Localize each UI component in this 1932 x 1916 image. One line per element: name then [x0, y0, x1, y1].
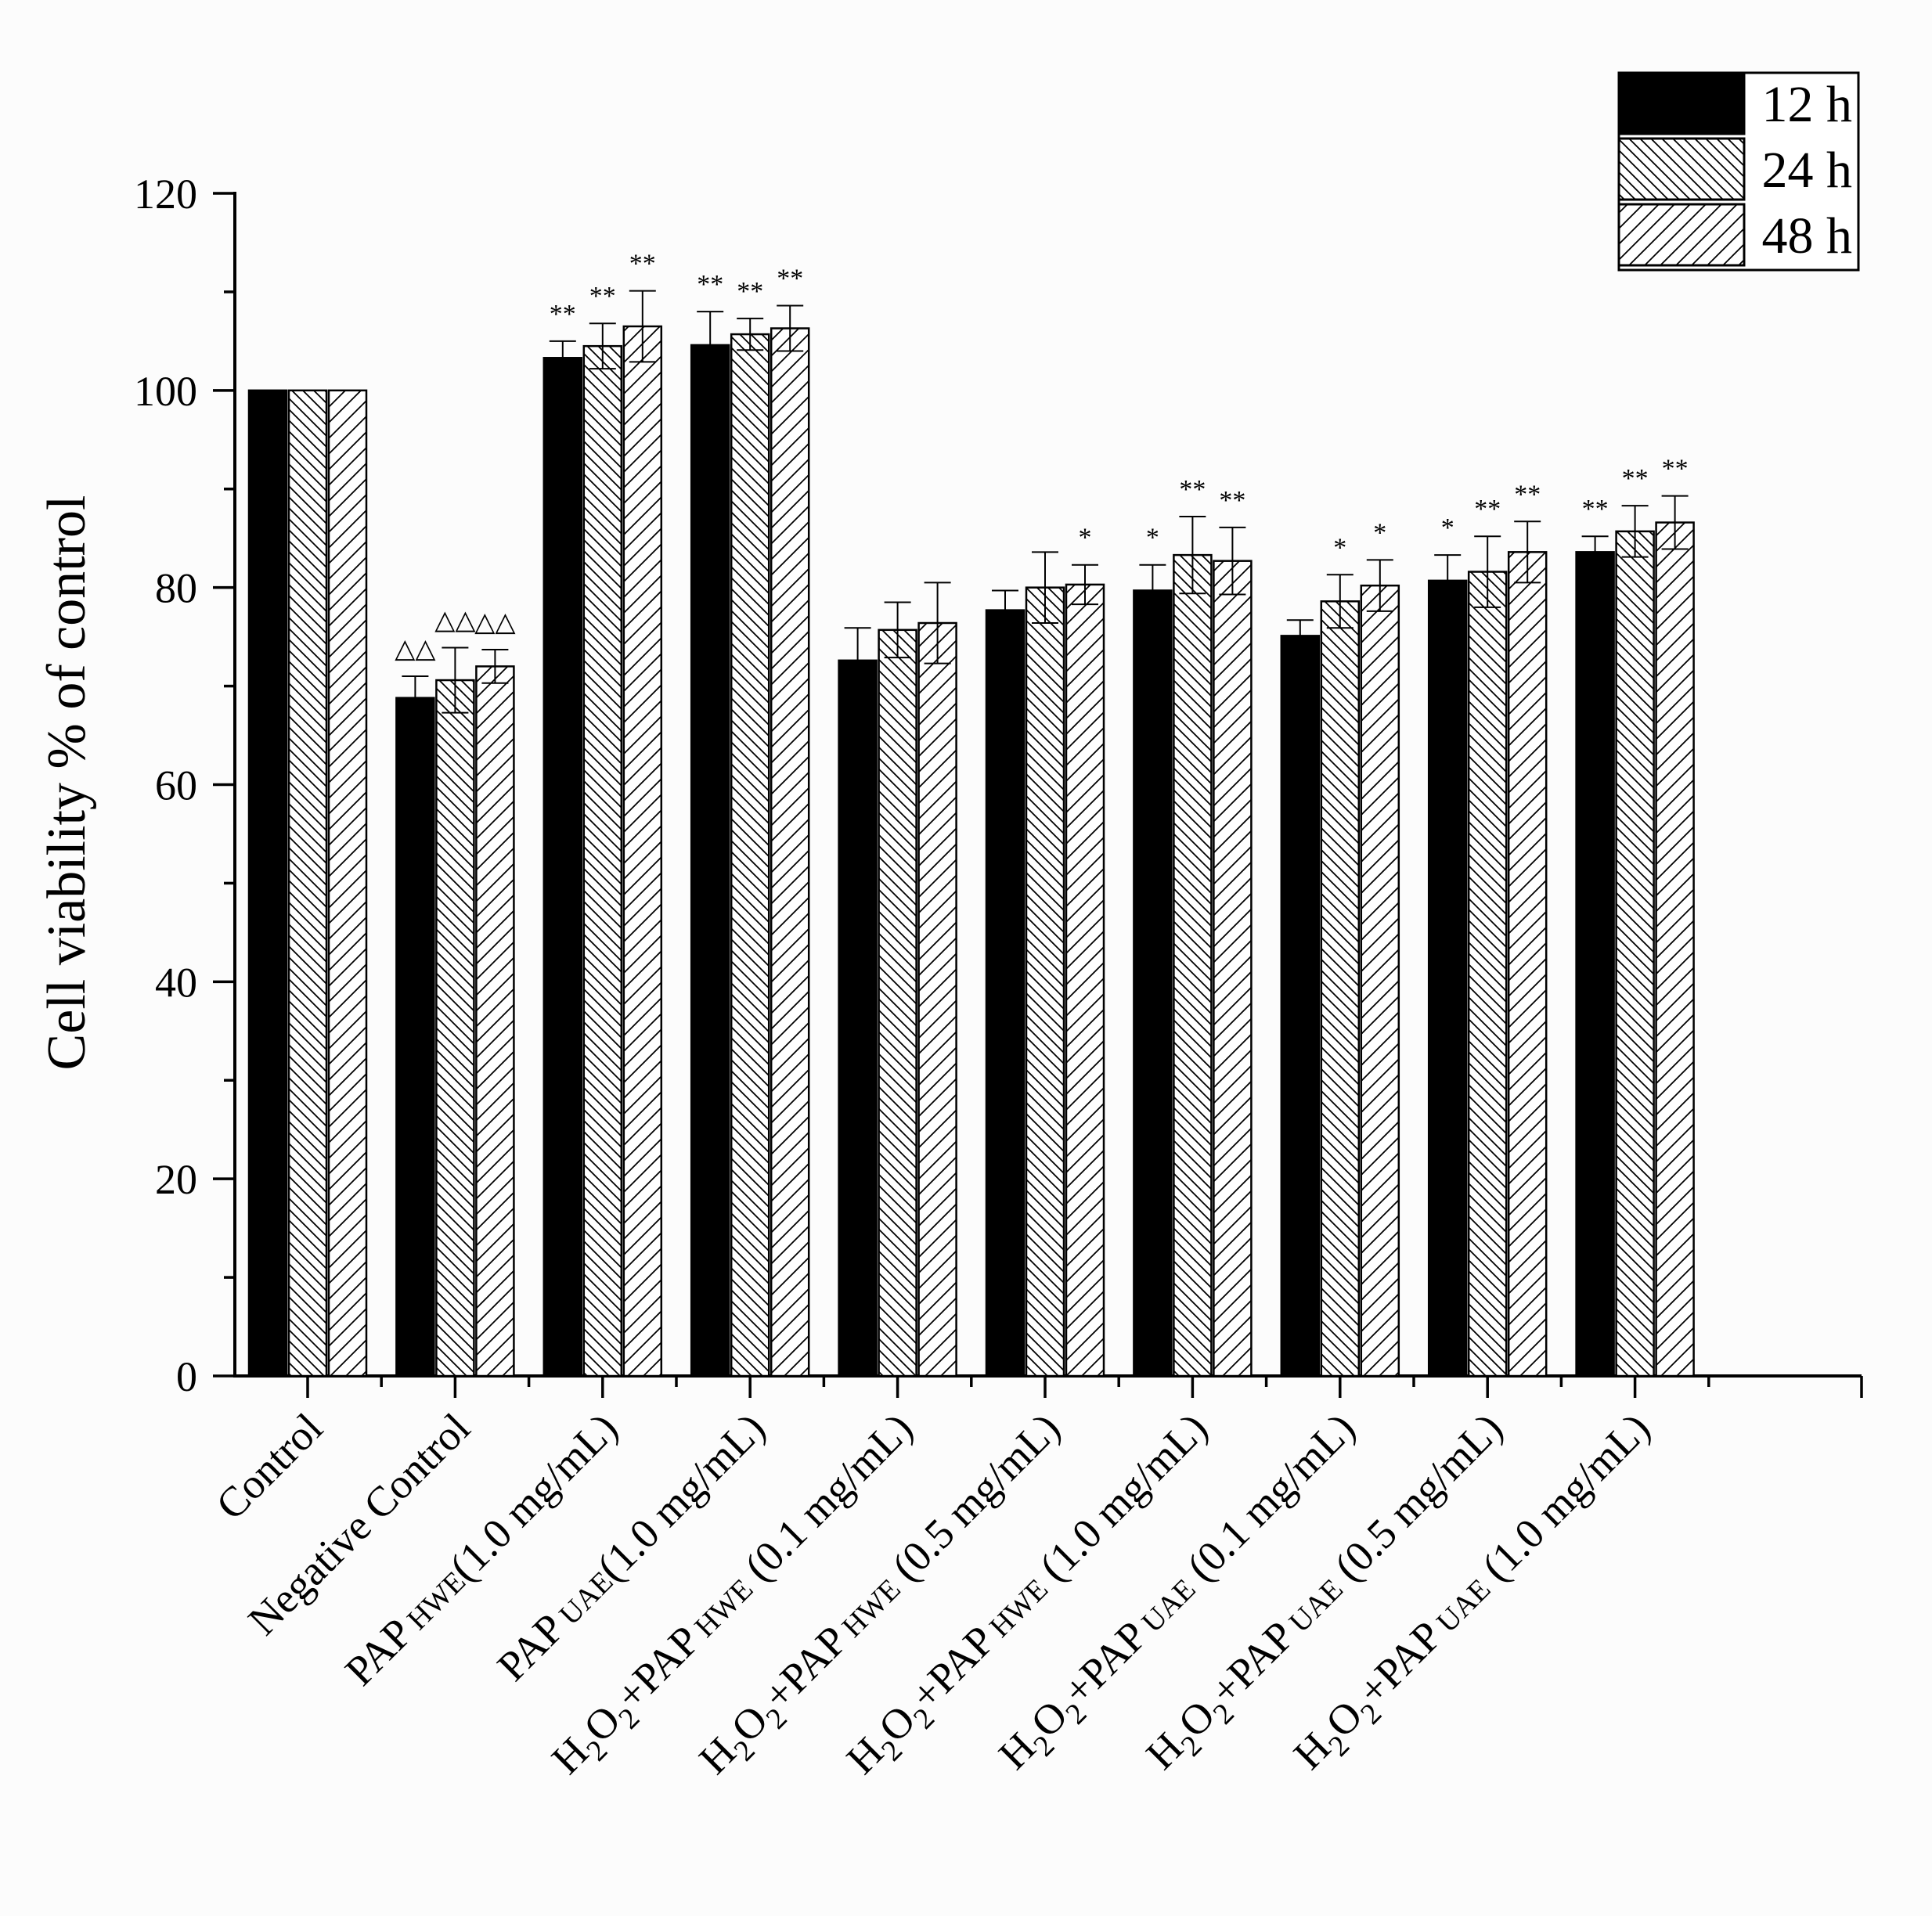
- bar-24h-3: [582, 344, 623, 1378]
- significance-marker: **: [629, 250, 656, 279]
- bar-12h-4: [690, 344, 730, 1378]
- bar-12h-8: [1280, 635, 1321, 1378]
- significance-marker: **: [1219, 486, 1245, 515]
- category-label-4: PAPUAE(1.0 mg/mL): [488, 1404, 774, 1690]
- significance-marker: **: [1662, 455, 1689, 484]
- significance-marker: **: [1622, 464, 1649, 493]
- significance-marker: **: [1582, 495, 1609, 524]
- bar-48h-8: [1360, 584, 1400, 1378]
- y-tick-label: 40: [155, 959, 197, 1006]
- significance-marker: **: [737, 277, 763, 306]
- category-label-1: Control: [207, 1404, 331, 1529]
- y-axis-title: Cell viability % of control: [37, 495, 97, 1071]
- bar-24h-6: [1025, 586, 1065, 1378]
- significance-marker: △△: [395, 635, 436, 664]
- bar-48h-9: [1507, 551, 1548, 1378]
- y-tick-label: 80: [155, 565, 197, 612]
- bar-24h-10: [1615, 530, 1655, 1378]
- legend-swatch-48h: [1617, 203, 1746, 267]
- bar-24h-5: [878, 628, 917, 1378]
- bar-12h-2: [395, 697, 435, 1378]
- bar-24h-2: [435, 679, 475, 1378]
- bar-24h-4: [730, 333, 770, 1378]
- bar-48h-7: [1213, 560, 1253, 1378]
- significance-marker: **: [1474, 495, 1501, 524]
- bar-24h-9: [1467, 571, 1508, 1378]
- significance-marker: *: [1079, 524, 1092, 553]
- significance-marker: **: [1514, 480, 1541, 509]
- significance-marker: **: [1179, 475, 1206, 504]
- bars: [247, 325, 1695, 1378]
- significance-marker: *: [1373, 518, 1386, 547]
- bar-12h-10: [1575, 551, 1615, 1378]
- legend: 12 h 24 h 48 h: [1617, 71, 1860, 272]
- bar-12h-1: [247, 389, 288, 1378]
- category-label-3: PAPHWE(1.0 mg/mL): [336, 1404, 626, 1695]
- y-tick-label: 60: [155, 762, 197, 809]
- bar-12h-7: [1133, 589, 1173, 1378]
- bar-12h-3: [542, 357, 583, 1378]
- bar-48h-2: [475, 665, 515, 1378]
- bar-12h-6: [985, 609, 1025, 1378]
- legend-label: 48 h: [1762, 207, 1853, 265]
- y-tick-label: 0: [176, 1353, 197, 1400]
- bar-48h-1: [327, 389, 368, 1378]
- bar-48h-5: [917, 621, 957, 1378]
- legend-label: 24 h: [1762, 142, 1853, 199]
- significance-marker: **: [550, 300, 576, 329]
- significance-marker: *: [1146, 524, 1159, 553]
- bar-24h-1: [287, 389, 328, 1378]
- significance-marker: **: [589, 282, 616, 311]
- bar-12h-5: [838, 659, 878, 1378]
- significance-marker: △△: [474, 608, 516, 637]
- legend-swatch-12h: [1617, 71, 1746, 135]
- legend-swatch-24h: [1617, 137, 1746, 201]
- significance-marker: **: [777, 265, 803, 294]
- bar-24h-8: [1320, 600, 1361, 1378]
- bar-48h-3: [622, 325, 663, 1378]
- legend-label: 12 h: [1762, 76, 1853, 133]
- significance-marker: *: [1333, 533, 1346, 562]
- significance-marker: *: [1441, 513, 1454, 542]
- significance-marker: **: [697, 270, 723, 299]
- y-tick-label: 100: [134, 368, 197, 415]
- significance-markers: △△△△△△******** ** *** *** **** ********* **: [395, 250, 1688, 664]
- bar-48h-10: [1655, 521, 1695, 1378]
- significance-marker: △△: [434, 606, 476, 635]
- y-tick-label: 120: [134, 171, 197, 218]
- bar-24h-7: [1173, 553, 1213, 1378]
- y-tick-label: 20: [155, 1156, 197, 1203]
- error-bars: [402, 290, 1689, 721]
- bar-48h-6: [1065, 583, 1105, 1378]
- bar-48h-4: [770, 327, 810, 1378]
- bar-12h-9: [1427, 579, 1468, 1378]
